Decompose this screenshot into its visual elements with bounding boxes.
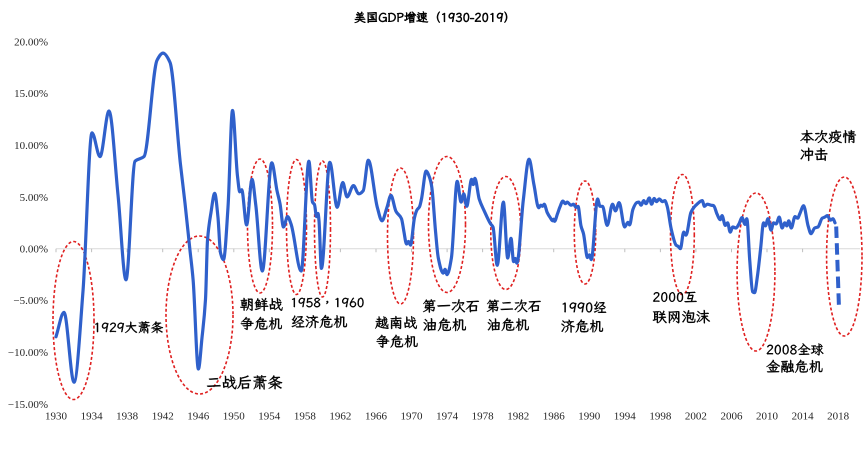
svg-text:1970: 1970 — [401, 411, 424, 423]
svg-text:1930: 1930 — [45, 411, 68, 423]
svg-text:1958: 1958 — [294, 411, 317, 423]
svg-text:1934: 1934 — [81, 411, 104, 423]
svg-text:1974: 1974 — [436, 411, 459, 423]
svg-text:2014: 2014 — [792, 411, 815, 423]
svg-text:1938: 1938 — [116, 411, 139, 423]
svg-text:−5.00%: −5.00% — [13, 295, 48, 307]
svg-text:10.00%: 10.00% — [14, 140, 48, 152]
svg-text:5.00%: 5.00% — [20, 192, 48, 204]
svg-text:20.00%: 20.00% — [14, 37, 48, 49]
svg-text:1950: 1950 — [223, 411, 246, 423]
svg-text:−15.00%: −15.00% — [8, 399, 48, 411]
svg-text:1990: 1990 — [578, 411, 601, 423]
svg-text:1978: 1978 — [472, 411, 495, 423]
svg-text:1994: 1994 — [614, 411, 637, 423]
svg-text:2010: 2010 — [756, 411, 779, 423]
svg-text:2018: 2018 — [827, 411, 850, 423]
svg-text:1954: 1954 — [258, 411, 281, 423]
svg-text:1998: 1998 — [649, 411, 672, 423]
svg-text:1962: 1962 — [329, 411, 351, 423]
svg-text:2006: 2006 — [721, 411, 744, 423]
svg-text:1966: 1966 — [365, 411, 388, 423]
svg-text:1982: 1982 — [507, 411, 529, 423]
svg-text:0.00%: 0.00% — [20, 244, 48, 256]
svg-text:−10.00%: −10.00% — [8, 347, 48, 359]
svg-text:1942: 1942 — [152, 411, 174, 423]
svg-text:1986: 1986 — [543, 411, 566, 423]
svg-text:1946: 1946 — [187, 411, 210, 423]
svg-text:2002: 2002 — [685, 411, 707, 423]
svg-text:15.00%: 15.00% — [14, 88, 48, 100]
